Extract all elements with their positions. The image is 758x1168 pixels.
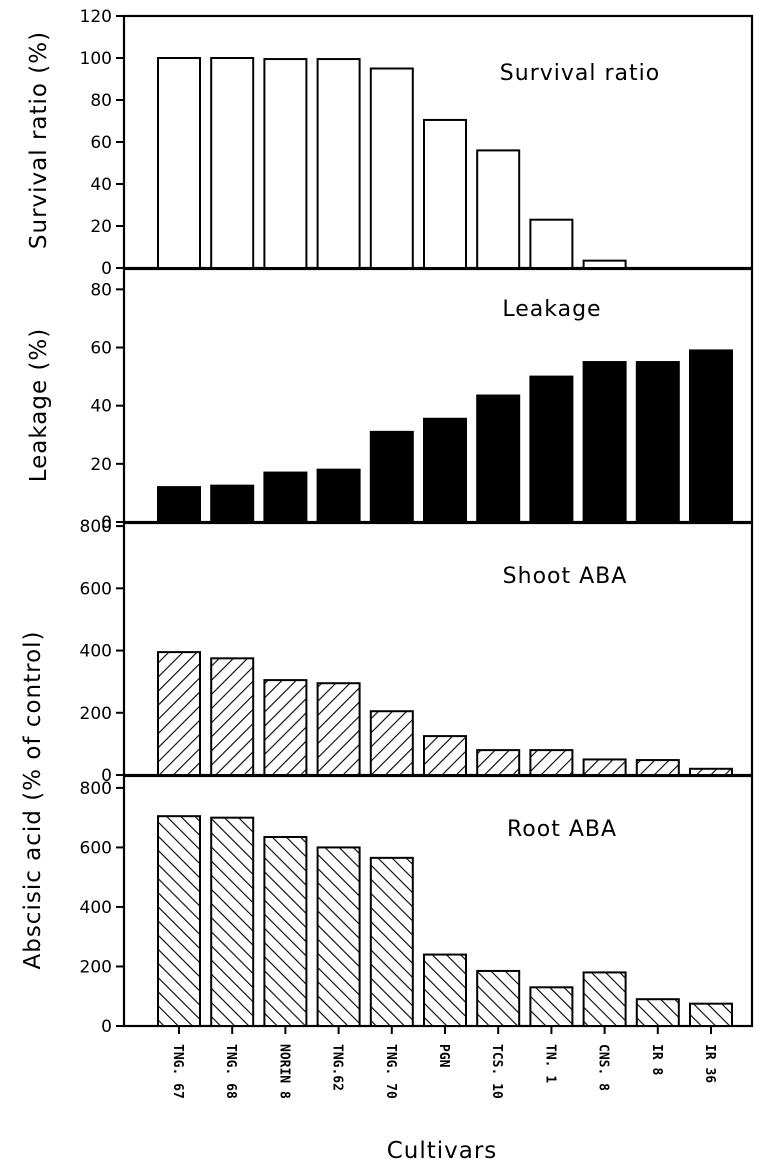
panel-title-root-aba: Root ABA <box>507 817 617 842</box>
y-tick-label-root-aba: 800 <box>80 779 112 799</box>
y-tick-label-survival: 80 <box>90 91 112 111</box>
bar-leakage-8 <box>582 361 627 523</box>
bar-shoot-aba-6 <box>476 749 521 776</box>
category-labels: TNG. 67 TNG. 68 NORIN 8 TNG.62 TNG. 70 PGN TCS… <box>170 1026 717 1099</box>
bar-survival-2 <box>263 58 308 269</box>
bar-root-aba-6 <box>476 969 521 1028</box>
y-tick-label-root-aba: 0 <box>101 1017 112 1037</box>
y-tick-label-leakage: 20 <box>90 455 112 475</box>
y-tick-label-shoot-aba: 600 <box>80 579 112 599</box>
bar-root-aba-10 <box>689 1002 733 1028</box>
bar-root-aba-3 <box>316 846 361 1028</box>
panel-survival-ratio: Survival ratio Survival ratio (%) 0 20 40 6… <box>26 7 754 279</box>
bar-leakage-10 <box>689 349 733 523</box>
bar-leakage-4 <box>369 430 414 524</box>
bar-root-aba-5 <box>423 953 467 1027</box>
bar-shoot-aba-3 <box>316 682 361 777</box>
bar-leakage-9 <box>635 361 680 523</box>
panel-title-shoot-aba: Shoot ABA <box>503 564 628 589</box>
y-tick-label-survival: 60 <box>90 133 112 153</box>
bar-shoot-aba-2 <box>263 679 308 776</box>
y-tick-label-leakage: 0 <box>101 513 112 533</box>
bar-shoot-aba-10 <box>689 767 733 776</box>
category-label: IR 8 <box>649 1044 664 1075</box>
panel-root-aba: Root ABA 0 200 400 600 800 <box>80 774 754 1037</box>
bar-shoot-aba-1 <box>210 657 255 776</box>
y-tick-label-shoot-aba: 400 <box>80 642 112 662</box>
category-label: PGN <box>436 1044 451 1068</box>
bar-root-aba-4 <box>369 856 414 1027</box>
bar-leakage-2 <box>263 471 308 524</box>
y-tick-label-survival: 20 <box>90 217 112 237</box>
panel-leakage: Leakage Leakage (%) 0 20 40 60 80 <box>26 267 754 533</box>
category-label: TCS. 10 <box>489 1044 504 1099</box>
bar-survival-0 <box>157 57 201 269</box>
category-label: IR 36 <box>702 1044 717 1083</box>
y-tick-label-root-aba: 600 <box>80 838 112 858</box>
bar-leakage-5 <box>423 417 467 524</box>
category-label: CNS. 8 <box>596 1044 611 1091</box>
bar-leakage-3 <box>316 468 361 524</box>
category-label: TNG. 70 <box>383 1044 398 1099</box>
bar-leakage-1 <box>210 484 255 523</box>
bar-survival-5 <box>423 118 467 269</box>
bar-root-aba-7 <box>529 986 574 1027</box>
panel-shoot-aba: Shoot ABA 0 200 400 600 800 <box>80 517 754 786</box>
y-tick-label-survival: 100 <box>80 49 112 69</box>
bar-survival-7 <box>529 218 574 269</box>
bar-shoot-aba-9 <box>635 759 680 776</box>
bar-shoot-aba-8 <box>582 758 627 777</box>
bar-survival-8 <box>582 259 627 269</box>
category-label: NORIN 8 <box>276 1044 291 1099</box>
bar-shoot-aba-0 <box>157 651 201 776</box>
bar-leakage-0 <box>157 486 201 524</box>
bar-shoot-aba-5 <box>423 735 467 776</box>
y-tick-label-leakage: 80 <box>90 280 112 300</box>
x-axis-label: Cultivars <box>387 1138 498 1164</box>
category-label: TN. 1 <box>542 1044 557 1083</box>
y-tick-label-leakage: 60 <box>90 339 112 359</box>
bar-root-aba-0 <box>157 815 201 1028</box>
y-tick-label-survival: 0 <box>101 259 112 279</box>
bar-survival-6 <box>476 149 521 269</box>
bar-survival-1 <box>210 57 255 269</box>
bar-shoot-aba-4 <box>369 710 414 777</box>
y-tick-label-survival: 40 <box>90 175 112 195</box>
y-tick-label-root-aba: 400 <box>80 898 112 918</box>
bar-root-aba-8 <box>582 971 627 1028</box>
bar-survival-3 <box>316 58 361 269</box>
panel-title-leakage: Leakage <box>502 297 601 322</box>
bar-leakage-6 <box>476 394 521 523</box>
bar-root-aba-1 <box>210 816 255 1028</box>
y-axis-label-leakage: Leakage (%) <box>26 328 52 483</box>
panel-title-survival: Survival ratio <box>500 61 660 86</box>
y-tick-label-survival: 120 <box>80 7 112 27</box>
y-tick-label-shoot-aba: 0 <box>101 766 112 786</box>
category-label: TNG. 67 <box>170 1044 185 1099</box>
bar-root-aba-2 <box>263 836 308 1027</box>
y-tick-label-shoot-aba: 200 <box>80 704 112 724</box>
bar-leakage-7 <box>529 375 574 523</box>
y-axis-label-survival: Survival ratio (%) <box>26 31 52 249</box>
y-tick-label-leakage: 40 <box>90 397 112 417</box>
y-axis-label-abscisic-acid: Abscisic acid (% of control) <box>20 630 46 969</box>
category-label: TNG. 68 <box>223 1044 238 1099</box>
y-tick-label-shoot-aba: 800 <box>80 517 112 537</box>
bar-root-aba-9 <box>635 998 680 1028</box>
bar-shoot-aba-7 <box>529 749 574 776</box>
y-tick-label-root-aba: 200 <box>80 957 112 977</box>
bar-survival-4 <box>369 67 414 269</box>
category-label: TNG.62 <box>330 1044 345 1091</box>
